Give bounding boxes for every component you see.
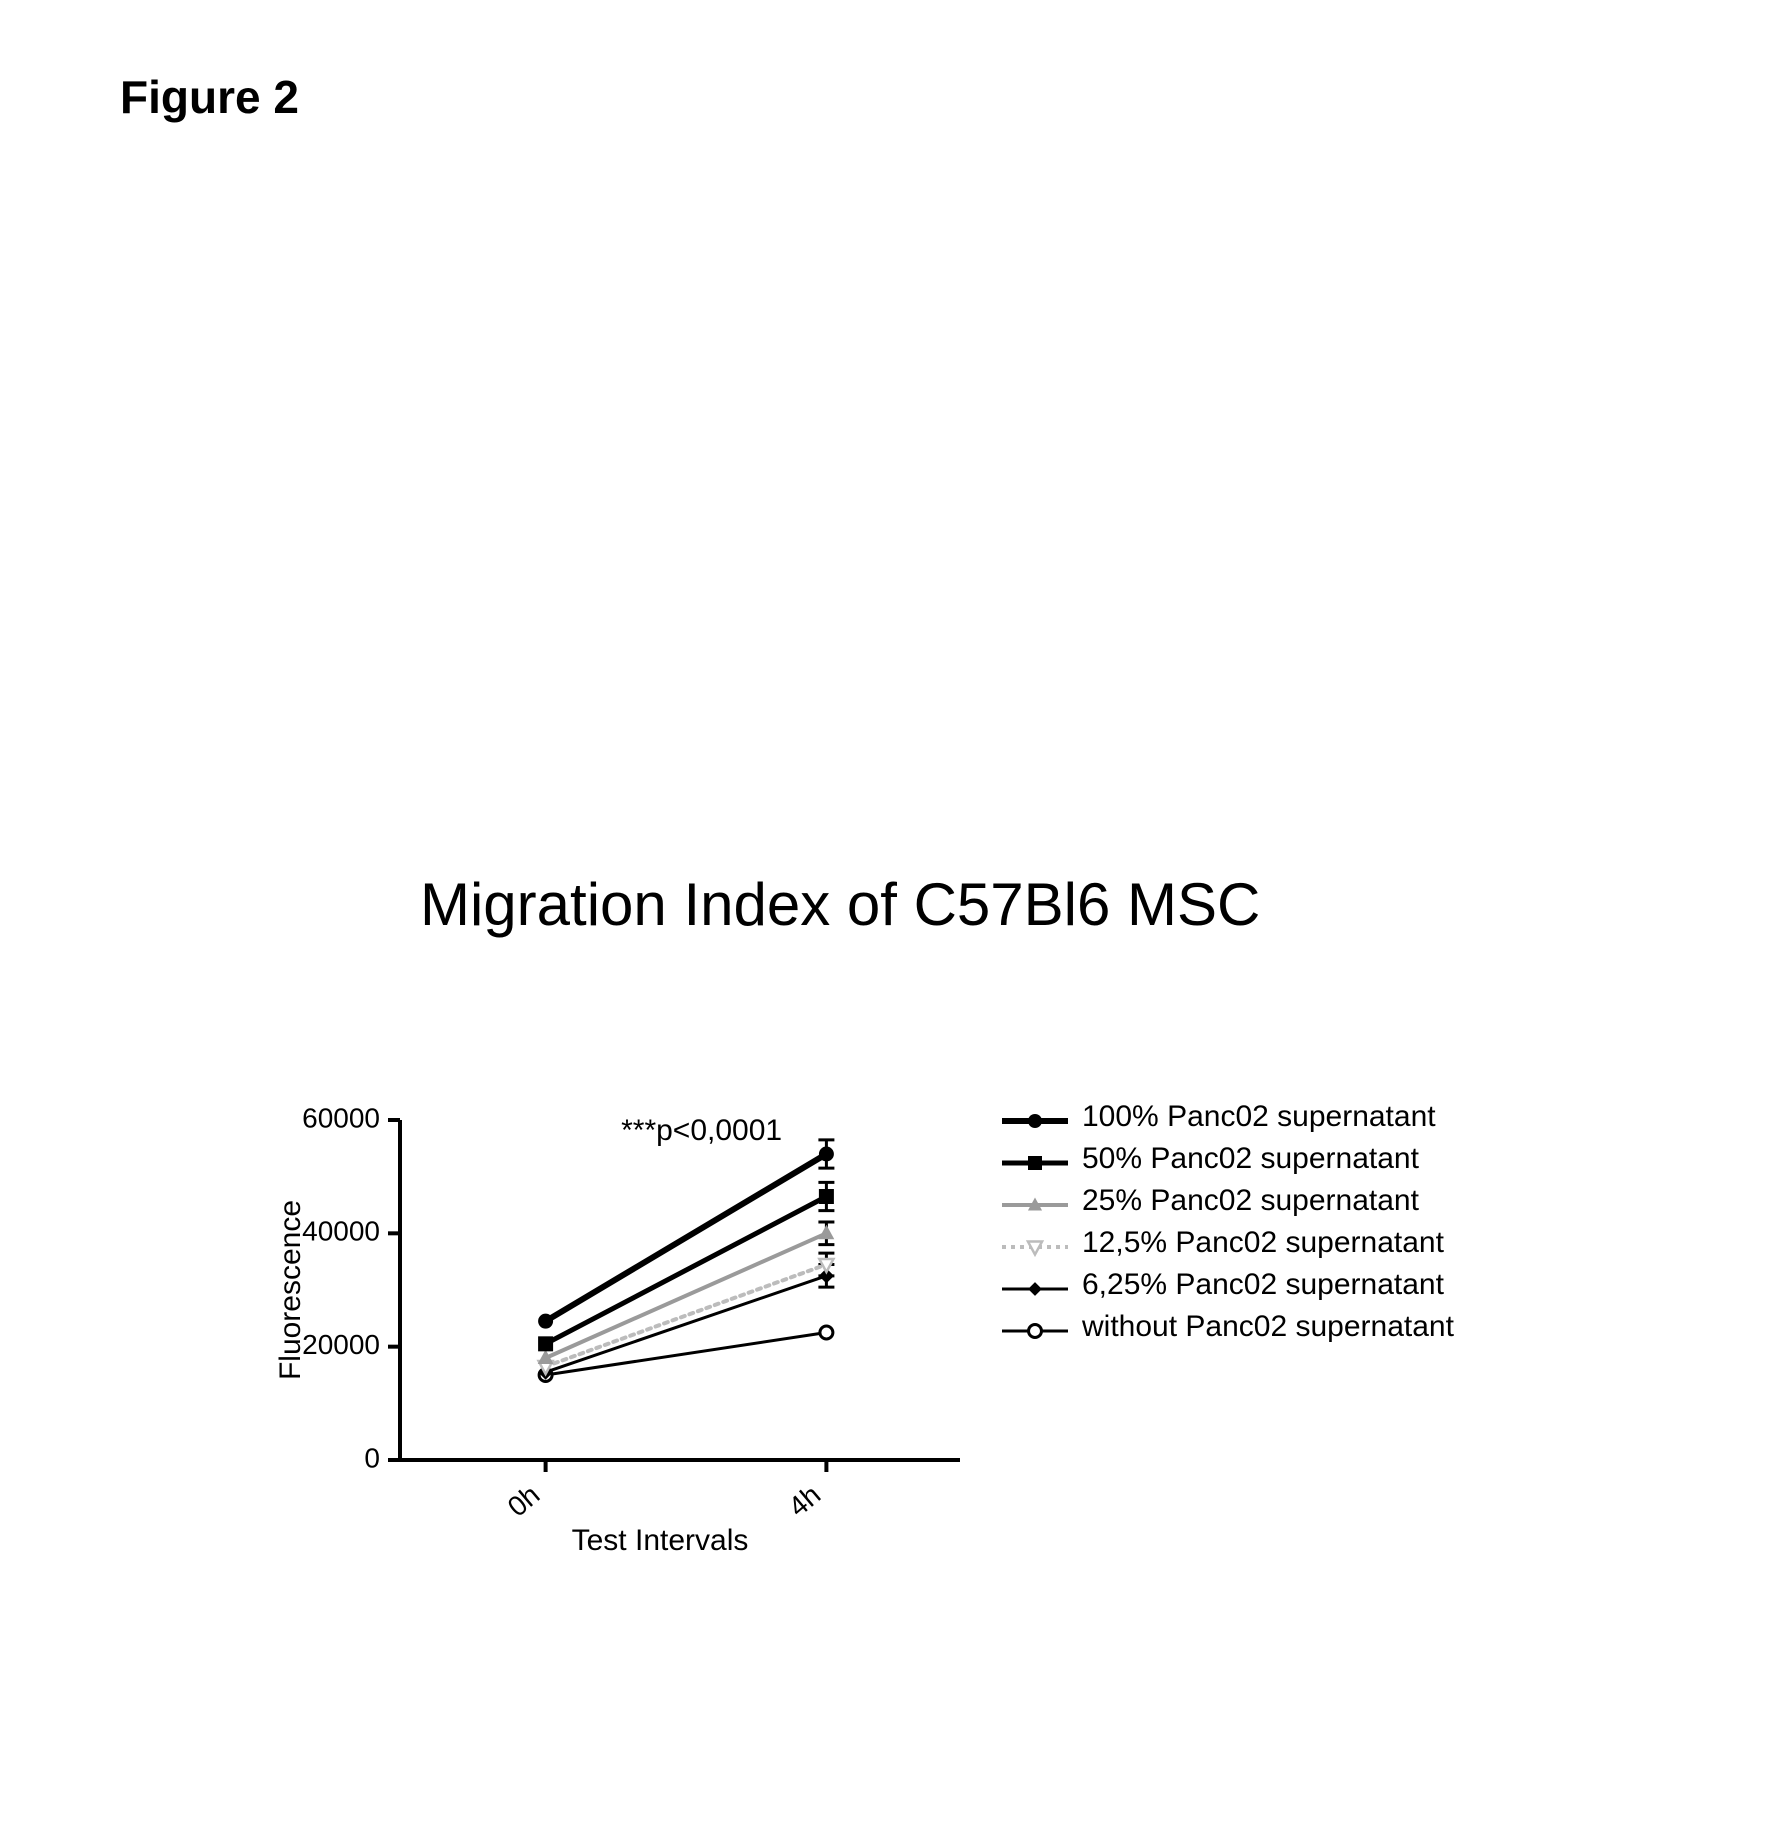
y-tick-label: 60000 [302,1102,380,1133]
legend-label: 50% Panc02 supernatant [1082,1142,1419,1176]
migration-index-chart: 0 20000 40000 60000 Fluorescence 0h 4h Test Int… [270,1080,990,1600]
legend-row: 50% Panc02 supernatant [1000,1142,1454,1176]
legend-label: 100% Panc02 supernatant [1082,1100,1436,1134]
legend-swatch [1000,1190,1070,1212]
x-axis-label: Test Intervals [572,1524,749,1557]
chart-svg: 0 20000 40000 60000 Fluorescence 0h 4h Test Int… [270,1080,990,1600]
legend-row: 6,25% Panc02 supernatant [1000,1268,1454,1302]
series [539,1222,835,1363]
series [539,1140,835,1328]
legend-label: 6,25% Panc02 supernatant [1082,1268,1444,1302]
legend-swatch [1000,1232,1070,1254]
legend-swatch [1000,1148,1070,1170]
legend-label: 25% Panc02 supernatant [1082,1184,1419,1218]
y-tick-label: 0 [364,1442,380,1473]
x-tick-label: 4h [782,1479,826,1523]
y-tick-label: 40000 [302,1216,380,1247]
y-axis-label: Fluorescence [274,1200,307,1380]
chart-legend: 100% Panc02 supernatant 50% Panc02 supern… [1000,1100,1454,1352]
legend-swatch [1000,1106,1070,1128]
legend-row: without Panc02 supernatant [1000,1310,1454,1344]
y-tick-label: 20000 [302,1329,380,1360]
legend-label: without Panc02 supernatant [1082,1310,1454,1344]
legend-swatch [1000,1274,1070,1296]
page: Figure 2 Migration Index of C57Bl6 MSC 0… [0,0,1776,1832]
legend-row: 100% Panc02 supernatant [1000,1100,1454,1134]
legend-label: 12,5% Panc02 supernatant [1082,1226,1444,1260]
significance-annotation: ***p<0,0001 [621,1114,782,1147]
series [539,1182,835,1351]
legend-row: 25% Panc02 supernatant [1000,1184,1454,1218]
figure-label: Figure 2 [120,70,299,124]
legend-row: 12,5% Panc02 supernatant [1000,1226,1454,1260]
x-tick-label: 0h [502,1479,546,1523]
chart-title: Migration Index of C57Bl6 MSC [420,870,1260,939]
legend-swatch [1000,1316,1070,1338]
